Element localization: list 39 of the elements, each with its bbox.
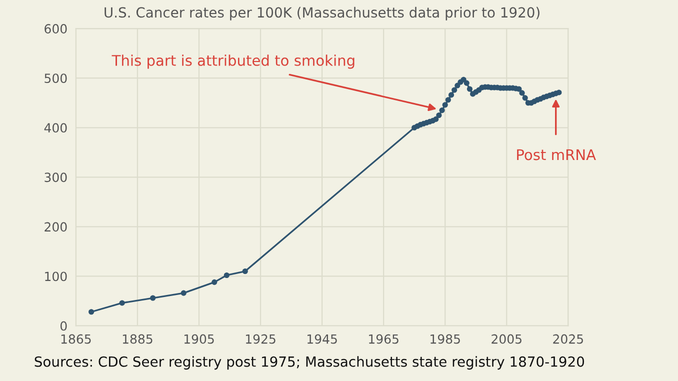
point (242, 268, 248, 274)
y-tick-label: 300 (44, 172, 67, 182)
x-tick-label: 1965 (369, 334, 398, 344)
x-tick-label: 1925 (246, 334, 276, 344)
annotation: This part is attributed to smoking (112, 54, 354, 69)
point (452, 87, 458, 93)
annotation: Post mRNA (517, 149, 596, 160)
point (150, 295, 156, 301)
y-tick-label: 100 (45, 272, 67, 282)
point (442, 102, 448, 108)
point (439, 108, 445, 114)
point (445, 97, 451, 103)
y-tick-label: 400 (44, 123, 67, 133)
point (466, 86, 472, 92)
point (436, 112, 442, 118)
point (212, 279, 218, 285)
y-tick-label: 200 (44, 222, 67, 232)
x-tick-label: 1905 (184, 334, 214, 344)
x-tick-label: 1945 (308, 334, 337, 344)
y-tick-label: 0 (60, 321, 67, 331)
point (433, 116, 439, 122)
source-note: Sources: CDC Seer registry post 1975; Massachusetts state registry 1870-1920 (34, 356, 584, 370)
point (448, 92, 454, 98)
point (464, 80, 470, 86)
chart-title: U.S. Cancer rates per 100K (Massachusetts data prior to 1920) (104, 6, 540, 20)
y-tick-label: 500 (44, 74, 67, 84)
x-tick-label: 2005 (492, 334, 522, 344)
x-tick-label: 2025 (553, 334, 583, 344)
point (519, 90, 525, 96)
point (88, 309, 94, 315)
x-tick-label: 1865 (61, 334, 91, 344)
y-tick-label: 600 (44, 24, 67, 34)
point (224, 272, 230, 278)
point (522, 95, 528, 101)
x-tick-label: 1985 (430, 334, 460, 344)
point (119, 300, 125, 306)
point (556, 90, 562, 96)
point (180, 290, 186, 296)
x-tick-label: 1885 (122, 334, 152, 344)
